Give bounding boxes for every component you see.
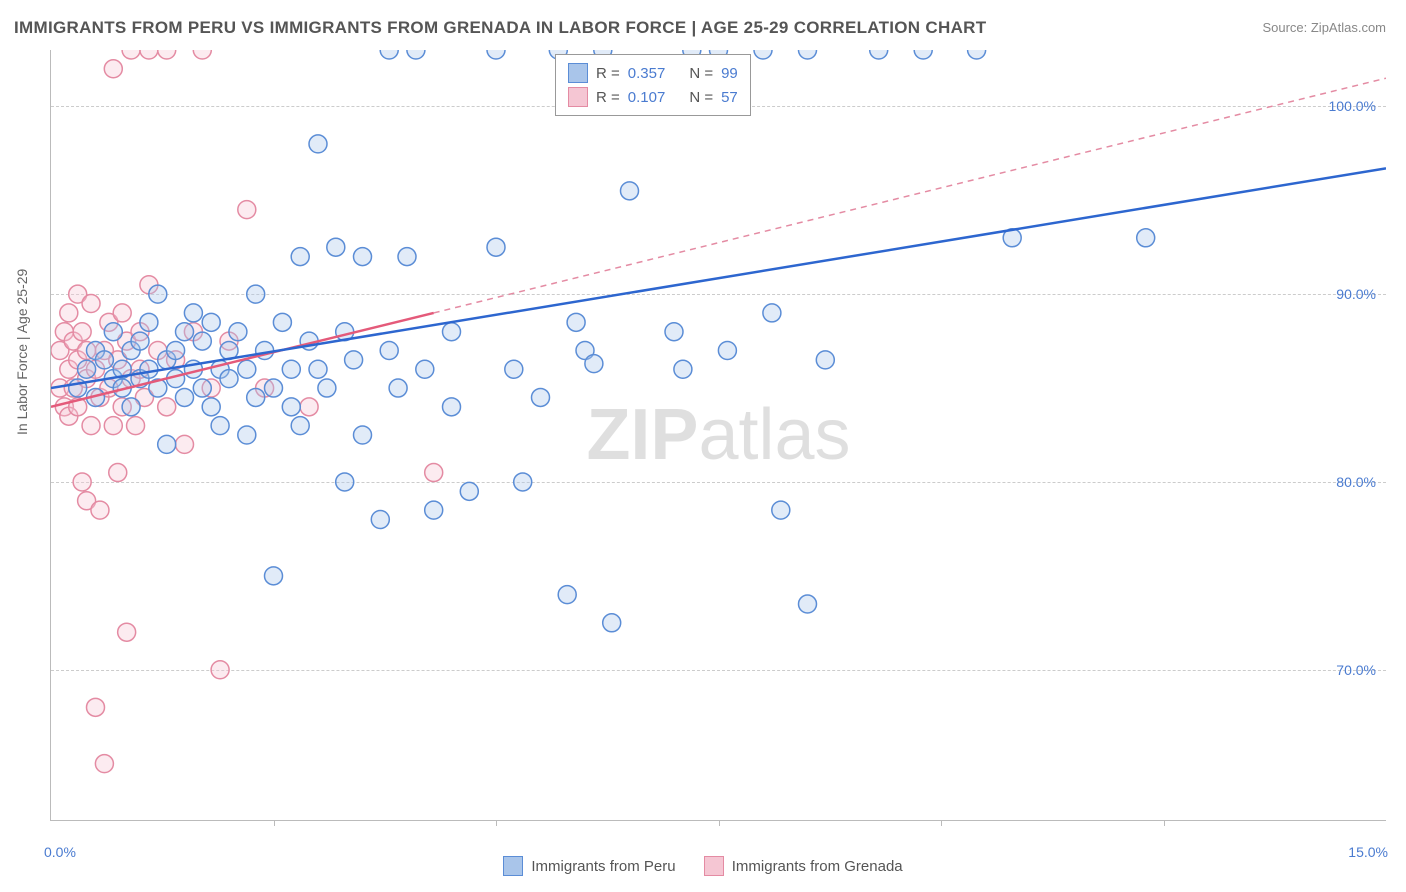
- plot-area: ZIPatlas 70.0%80.0%90.0%100.0%: [50, 50, 1386, 821]
- series-legend: Immigrants from Peru Immigrants from Gre…: [0, 856, 1406, 880]
- legend-row-peru: R = 0.357 N = 99: [568, 61, 738, 85]
- swatch-grenada: [568, 87, 588, 107]
- chart-title: IMMIGRANTS FROM PERU VS IMMIGRANTS FROM …: [14, 18, 986, 38]
- legend-label-peru: Immigrants from Peru: [531, 858, 675, 875]
- r-value-grenada: 0.107: [628, 89, 666, 106]
- n-value-grenada: 57: [721, 89, 738, 106]
- swatch-peru-icon: [503, 856, 523, 876]
- swatch-grenada-icon: [704, 856, 724, 876]
- x-max-label: 15.0%: [1348, 844, 1388, 860]
- n-value-peru: 99: [721, 65, 738, 82]
- legend-row-grenada: R = 0.107 N = 57: [568, 85, 738, 109]
- legend-item-grenada: Immigrants from Grenada: [704, 856, 903, 876]
- chart-container: IMMIGRANTS FROM PERU VS IMMIGRANTS FROM …: [0, 0, 1406, 892]
- r-value-peru: 0.357: [628, 65, 666, 82]
- legend-label-grenada: Immigrants from Grenada: [732, 858, 903, 875]
- legend-item-peru: Immigrants from Peru: [503, 856, 675, 876]
- swatch-peru: [568, 63, 588, 83]
- source-attribution: Source: ZipAtlas.com: [1262, 20, 1386, 35]
- scatter-svg: [51, 50, 1386, 820]
- correlation-legend: R = 0.357 N = 99 R = 0.107 N = 57: [555, 54, 751, 116]
- x-min-label: 0.0%: [44, 844, 76, 860]
- y-axis-title: In Labor Force | Age 25-29: [14, 269, 30, 435]
